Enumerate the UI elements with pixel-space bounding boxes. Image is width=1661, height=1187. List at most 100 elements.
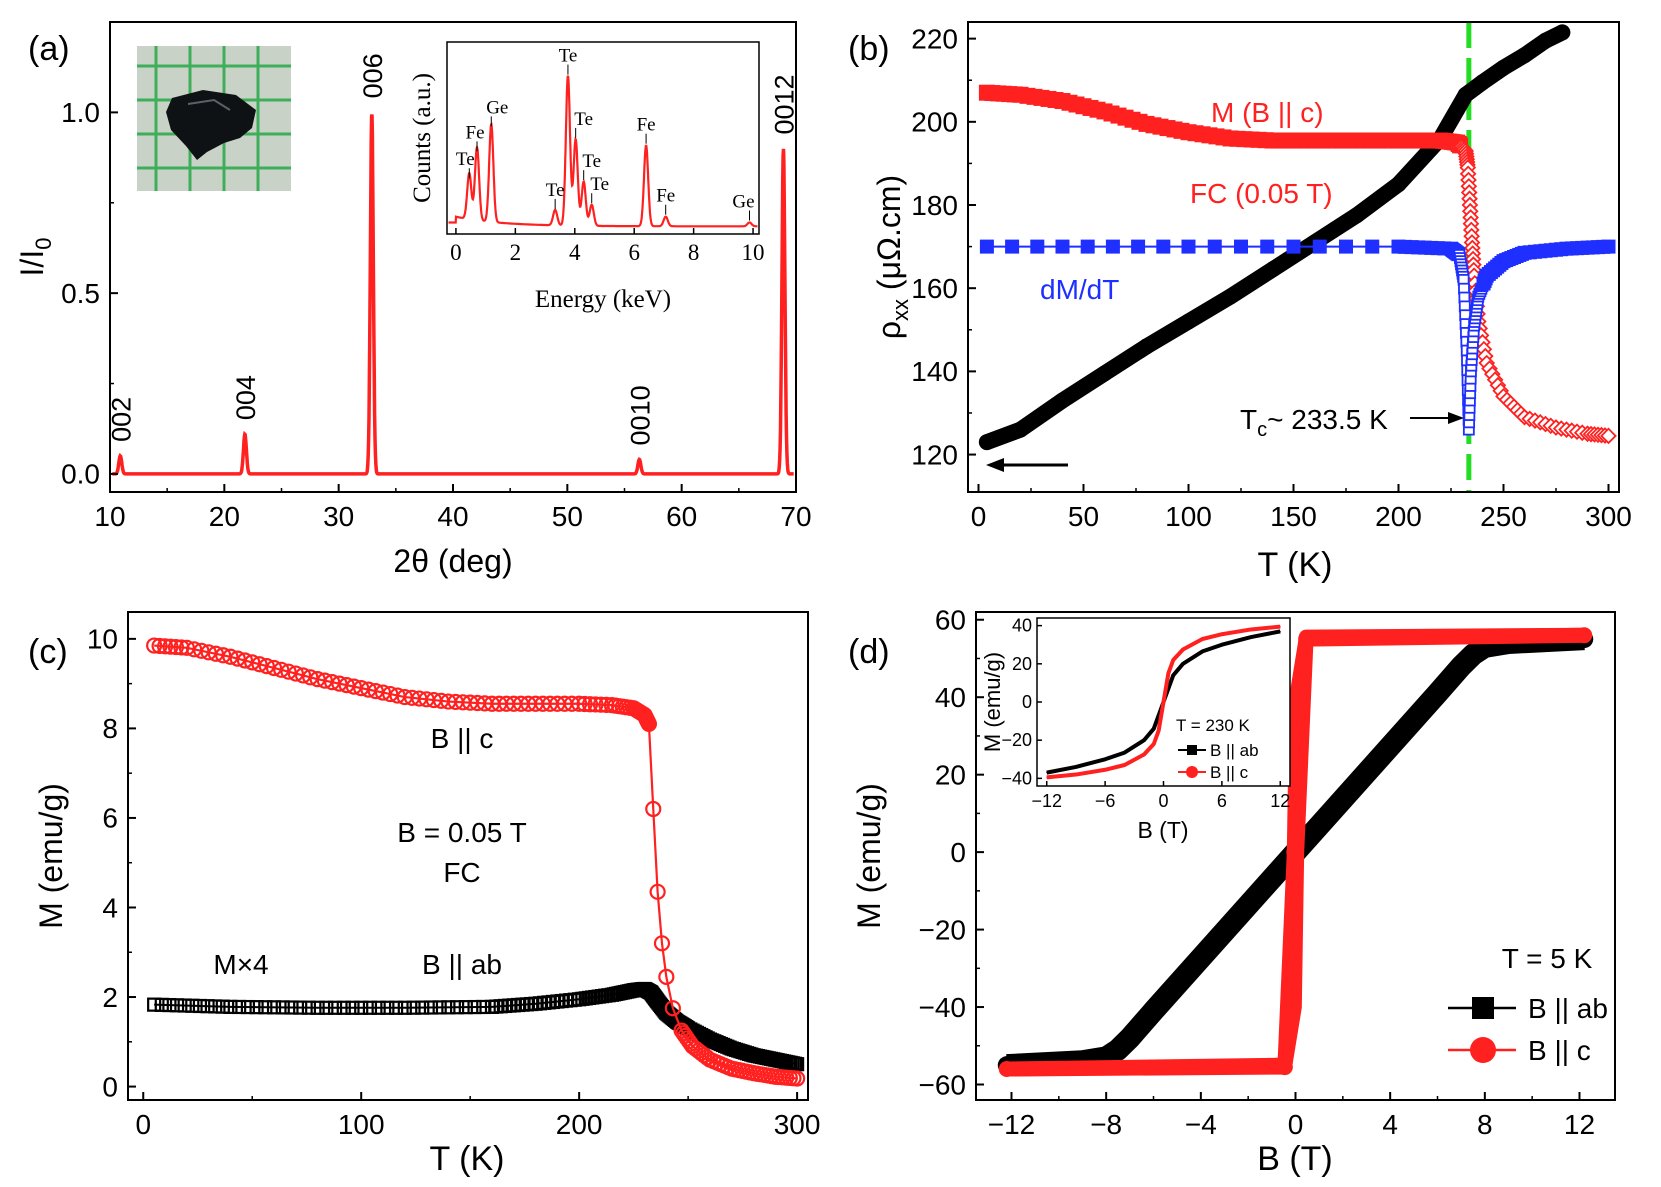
dmdt-marker [1312,239,1327,254]
b-ab-marker [354,1000,369,1015]
b-ab-marker [169,998,185,1013]
b-ab-marker [406,1000,421,1015]
b-c-marker [640,715,657,733]
panel-c-fc-label: FC [443,857,480,888]
dmdt-marker [1260,239,1275,254]
eds-peak-label: Te [590,174,609,195]
b-c-point [1276,1059,1293,1076]
panel-a-inset-plot [448,75,758,228]
b-c-point [998,1061,1015,1078]
panel-d-inset-legend-ab-label: B || ab [1210,741,1259,760]
eds-peak-label: Fe [656,186,675,207]
y-tick-label: 10 [87,624,118,655]
x-tick-label: 12 [1564,1109,1595,1140]
inset-x-tick-label: −6 [1095,791,1116,811]
b-c-point [1288,689,1305,706]
rho-point [1348,207,1365,224]
inset-b-c-point [1279,626,1281,628]
panel-b-y-axis-label-unit: (μΩ.cm) [871,175,907,299]
y-tick-label: 8 [102,713,118,744]
b-ab-marker [415,1000,430,1015]
x-tick-label: −12 [988,1109,1036,1140]
panel-c-y-ticks: 0 2 4 6 8 10 [87,624,136,1102]
x-tick-label: 8 [1477,1109,1493,1140]
panel-d-legend: T = 5 K B || ab B || c [1448,943,1608,1066]
eds-peak-label: Fe [466,122,485,143]
b-c-marker [280,663,297,680]
panel-d-y-axis-label: M (emu/g) [851,783,887,929]
x-tick-label: 300 [774,1109,821,1140]
panel-a-plot [112,112,794,476]
inset-b-ab-point [1201,650,1203,652]
y-tick-label: 0.0 [61,459,100,490]
b-c-point [1298,631,1315,648]
panel-b-tc-prefix: T [1240,404,1257,435]
panel-c-x-ticks: 0 100 200 300 [135,1092,820,1140]
b-ab-marker [423,1000,439,1015]
b-ab-marker [301,1000,316,1015]
panel-d-y-ticks: −60 −40 −20 0 20 40 60 [919,605,984,1100]
panel-b-dmdt-label: dM/dT [1040,274,1119,305]
inset-x-tick-label: 12 [1270,791,1290,811]
inset-b-ab-point [1104,758,1106,760]
eds-peak-label: Te [546,180,565,201]
b-c-marker [302,669,319,686]
inset-b-c-point [1143,754,1145,755]
x-tick-label: 0 [971,501,987,532]
dmdt-marker [1055,239,1070,254]
rho-point [1390,176,1407,193]
b-ab-marker [458,1000,473,1015]
panel-d-legend-title: T = 5 K [1502,943,1593,974]
panel-d-legend-ab-marker [1472,997,1494,1019]
b-ab-marker [258,1000,273,1015]
y-tick-label: 20 [935,759,966,790]
inset-b-c-point [1046,776,1048,778]
b-ab-marker [177,998,192,1013]
b-ab-marker [371,1000,386,1015]
b-c-marker [258,657,275,675]
inset-b-ab-point [1075,766,1077,768]
panel-a-label: (a) [28,30,70,68]
panel-c-frame [127,611,809,1101]
b-c-marker [156,638,174,655]
inset-b-ab-point [1250,636,1252,638]
inset-x-tick-label: 2 [510,240,522,265]
rho-point [1516,47,1533,64]
dmdt-marker [1080,239,1095,254]
x-tick-label: 150 [1270,501,1317,532]
b-ab-marker [147,997,162,1012]
inset-y-tick-label: 40 [1012,616,1032,636]
b-c-marker [664,1000,681,1017]
inset-b-c-point [1167,672,1169,674]
panel-d-x-axis-label: B (T) [1257,1140,1333,1178]
x-tick-label: −4 [1185,1109,1217,1140]
y-tick-label: −40 [919,992,967,1023]
b-ab-marker [200,999,215,1014]
b-c-marker [244,654,261,671]
inset-b-c-point [1221,633,1223,635]
panel-b-tc-value: ~ 233.5 K [1267,404,1388,435]
b-ab-marker [162,997,177,1013]
rho-point [1537,32,1554,49]
panel-d-inset-y-axis-label: M (emu/g) [980,652,1005,752]
y-tick-label: 160 [911,273,958,304]
b-ab-marker [284,1000,299,1015]
y-tick-label: −60 [919,1069,967,1100]
b-c-marker [167,638,185,656]
inset-b-ab-point [1172,674,1174,676]
b-ab-marker [293,1000,308,1015]
b-c-point [1286,844,1303,861]
y-tick-label: 140 [911,356,958,387]
eds-peak-label: Te [582,151,601,172]
eds-peak-label: Te [574,109,593,130]
x-tick-label: 0 [135,1109,151,1140]
b-c-marker [649,883,666,900]
y-tick-label: 180 [911,190,958,221]
eds-spectrum-line [448,75,758,228]
panel-c-plot [146,637,806,1087]
rho-point [1457,86,1474,103]
x-tick-label: 4 [1382,1109,1398,1140]
b-c-point [1576,627,1593,644]
inset-y-tick-label: −20 [1001,730,1032,750]
